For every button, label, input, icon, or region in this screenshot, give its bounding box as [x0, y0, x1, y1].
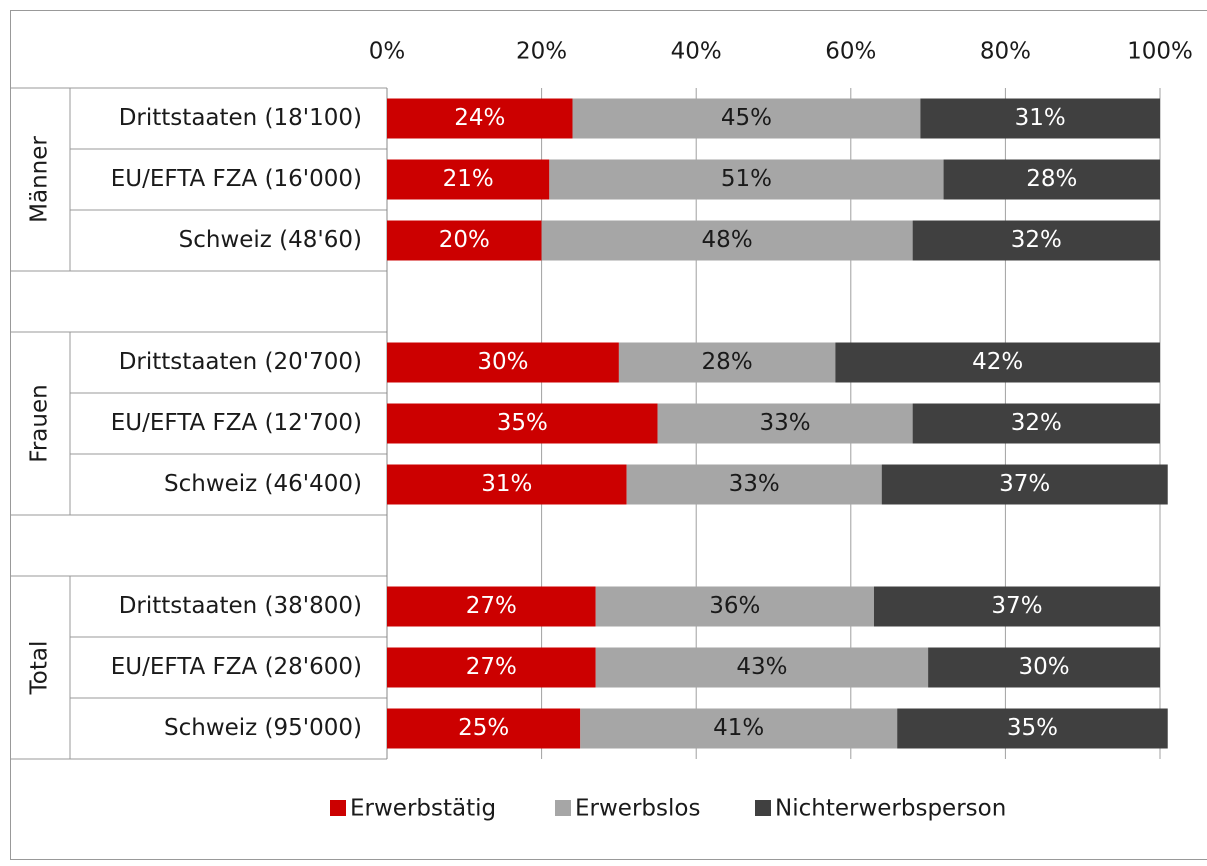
y-tick-label: EU/EFTA FZA (28'600) [111, 654, 362, 680]
data-label: 20% [439, 227, 490, 253]
group-label: Frauen [27, 384, 53, 462]
legend-label: Nichterwerbsperson [775, 796, 1006, 822]
data-label: 21% [443, 166, 494, 192]
data-label: 31% [1015, 105, 1066, 131]
x-tick-label: 100% [1127, 39, 1193, 65]
data-label: 33% [760, 410, 811, 436]
legend-label: Erwerbstätig [350, 796, 496, 822]
data-label: 32% [1011, 410, 1062, 436]
legend-swatch [755, 800, 771, 816]
data-label: 51% [721, 166, 772, 192]
data-label: 45% [721, 105, 772, 131]
x-tick-label: 80% [980, 39, 1031, 65]
x-tick-label: 60% [825, 39, 876, 65]
group-label: Männer [27, 136, 53, 223]
legend-label: Erwerbslos [575, 796, 700, 822]
group-label: Total [27, 641, 53, 696]
data-label: 41% [713, 715, 764, 741]
y-tick-label: Drittstaaten (20'700) [119, 349, 362, 375]
y-tick-label: EU/EFTA FZA (16'000) [111, 166, 362, 192]
y-tick-label: Schweiz (46'400) [164, 471, 362, 497]
data-label: 32% [1011, 227, 1062, 253]
data-label: 36% [709, 593, 760, 619]
y-tick-label: Schweiz (48'60) [179, 227, 362, 253]
data-label: 37% [991, 593, 1042, 619]
x-tick-label: 0% [369, 39, 406, 65]
x-tick-label: 20% [516, 39, 567, 65]
data-label: 35% [497, 410, 548, 436]
data-label: 27% [466, 593, 517, 619]
data-label: 30% [477, 349, 528, 375]
y-tick-label: EU/EFTA FZA (12'700) [111, 410, 362, 436]
data-label: 31% [481, 471, 532, 497]
data-label: 42% [972, 349, 1023, 375]
data-label: 27% [466, 654, 517, 680]
data-label: 28% [1026, 166, 1077, 192]
x-tick-label: 40% [671, 39, 722, 65]
data-label: 25% [458, 715, 509, 741]
data-label: 48% [702, 227, 753, 253]
data-label: 33% [729, 471, 780, 497]
data-label: 24% [454, 105, 505, 131]
data-label: 35% [1007, 715, 1058, 741]
data-label: 43% [736, 654, 787, 680]
y-tick-label: Schweiz (95'000) [164, 715, 362, 741]
legend-swatch [330, 800, 346, 816]
legend-swatch [555, 800, 571, 816]
data-label: 37% [999, 471, 1050, 497]
data-label: 28% [702, 349, 753, 375]
y-tick-label: Drittstaaten (18'100) [119, 105, 362, 131]
data-label: 30% [1018, 654, 1069, 680]
y-tick-label: Drittstaaten (38'800) [119, 593, 362, 619]
